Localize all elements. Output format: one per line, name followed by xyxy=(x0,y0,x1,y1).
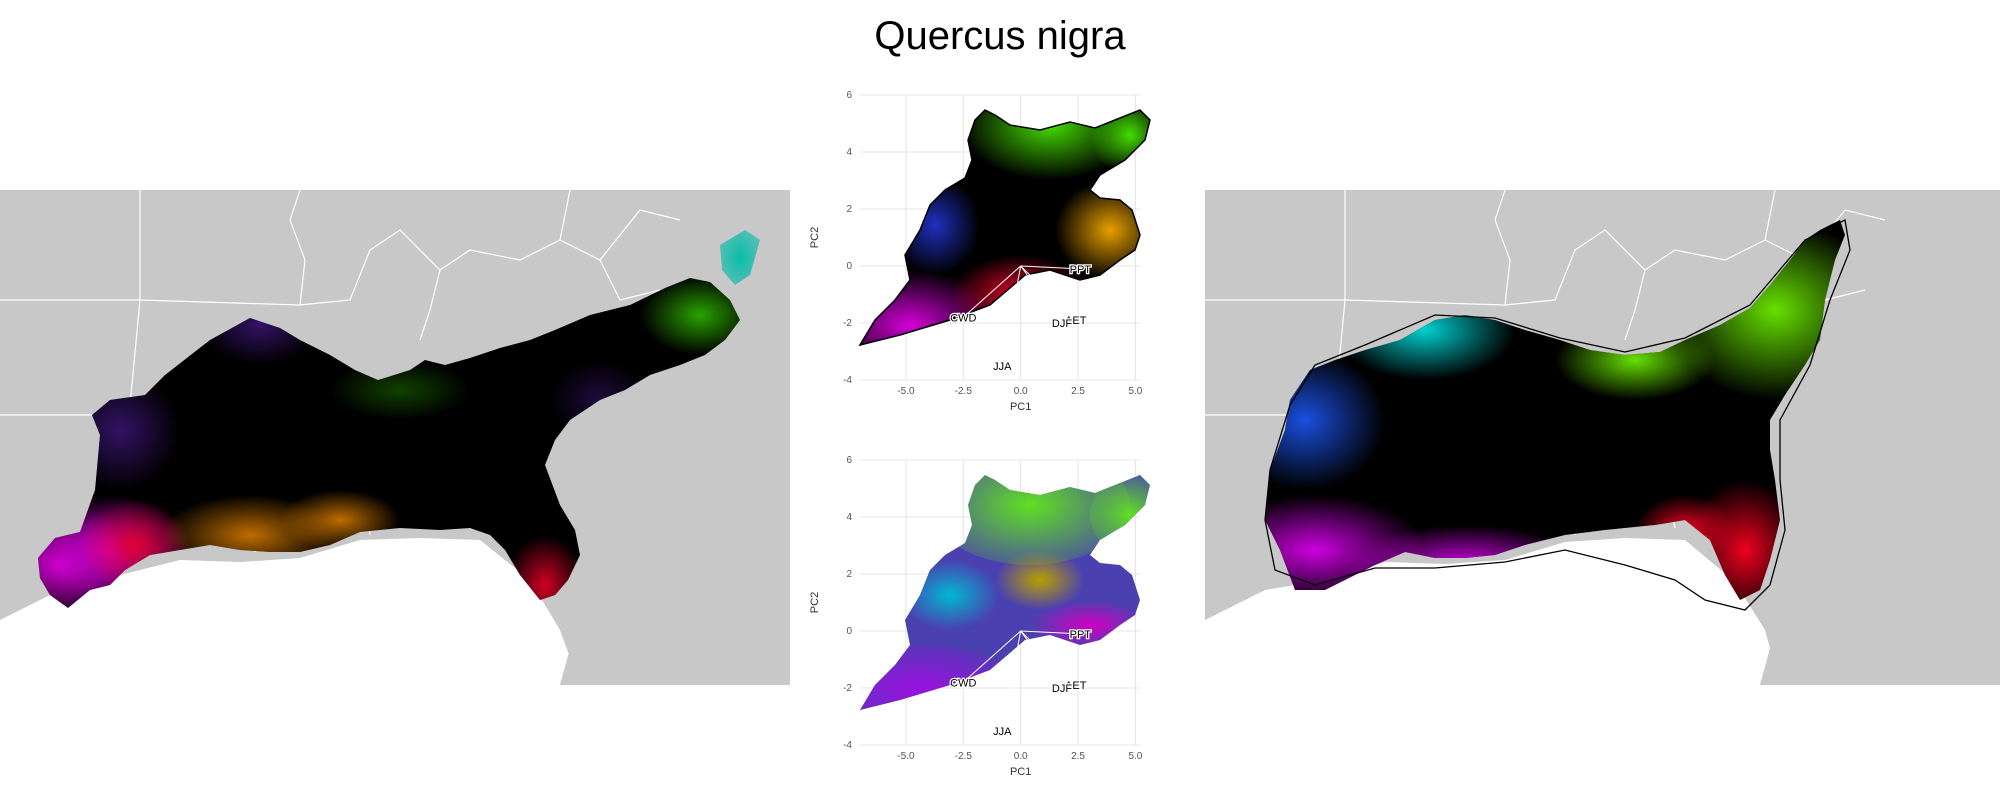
x-tick-label: 2.5 xyxy=(1071,751,1085,762)
x-axis-label: PC1 xyxy=(1010,401,1031,413)
vector-line xyxy=(1020,265,1063,324)
y-axis-label: PC2 xyxy=(809,227,821,248)
hull-outline xyxy=(1264,219,1851,611)
vector-label: CWD xyxy=(950,312,976,324)
vector-label: JJA xyxy=(993,361,1012,373)
axes: -5.0 -2.5 0.0 2.5 5.0 -4 -2 0 2 4 6 PC1 PC2 xyxy=(809,455,1143,778)
vector-line xyxy=(962,265,1021,318)
x-tick-label: 0.0 xyxy=(1014,386,1028,397)
vector-line xyxy=(962,630,1021,683)
y-tick-label: -4 xyxy=(843,740,852,751)
vector-line xyxy=(1020,630,1081,635)
range-overlay xyxy=(38,278,740,608)
y-tick-label: 0 xyxy=(846,626,852,637)
pca-chart-bottom: -5.0 -2.5 0.0 2.5 5.0 -4 -2 0 2 4 6 PC1 PC2 PPT AETDJ… xyxy=(809,455,1150,778)
vector-label: AET xyxy=(1065,315,1087,327)
x-tick-label: 0.0 xyxy=(1014,751,1028,762)
y-tick-label: 2 xyxy=(846,204,852,215)
y-tick-label: 4 xyxy=(846,512,852,523)
left-range-map xyxy=(0,190,790,685)
vector-label: PPT xyxy=(1070,264,1092,276)
page-title: Quercus nigra xyxy=(874,14,1126,58)
axes: -5.0 -2.5 0.0 2.5 5.0 -4 -2 0 2 4 6 PC1 PC2 xyxy=(809,90,1143,413)
gulf-water xyxy=(0,538,580,685)
y-axis-label: PC2 xyxy=(809,592,821,613)
x-tick-label: -5.0 xyxy=(897,386,915,397)
y-tick-label: -4 xyxy=(843,375,852,386)
y-tick-label: 6 xyxy=(846,90,852,101)
y-tick-label: -2 xyxy=(843,318,852,329)
y-tick-label: 4 xyxy=(846,147,852,158)
vector-line xyxy=(1020,265,1081,270)
x-tick-label: 2.5 xyxy=(1071,386,1085,397)
y-tick-label: 0 xyxy=(846,261,852,272)
vector-line xyxy=(1001,630,1022,731)
x-axis-label: PC1 xyxy=(1010,766,1031,778)
vector-label: JJA xyxy=(993,726,1012,738)
x-tick-label: -2.5 xyxy=(955,386,973,397)
x-tick-label: -2.5 xyxy=(955,751,973,762)
right-range-map xyxy=(1205,190,2000,685)
pca-chart-top: -5.0 -2.5 0.0 2.5 5.0 -4 -2 0 2 4 6 PC1 PC2 PPT AETDJ… xyxy=(809,90,1151,413)
vector-label: PPT xyxy=(1070,629,1092,641)
y-tick-label: -2 xyxy=(843,683,852,694)
y-tick-label: 6 xyxy=(846,455,852,466)
x-tick-label: -5.0 xyxy=(897,751,915,762)
x-tick-label: 5.0 xyxy=(1128,386,1142,397)
vector-label: CWD xyxy=(950,677,976,689)
y-tick-label: 2 xyxy=(846,569,852,580)
vector-line xyxy=(1020,265,1077,321)
vector-label: DJF xyxy=(1052,683,1072,695)
x-tick-label: 5.0 xyxy=(1128,751,1142,762)
vector-line xyxy=(1001,265,1022,366)
vector-line xyxy=(1020,630,1077,686)
vector-label: DJF xyxy=(1052,318,1072,330)
vector-line xyxy=(1020,630,1063,689)
vector-label: AET xyxy=(1065,680,1087,692)
